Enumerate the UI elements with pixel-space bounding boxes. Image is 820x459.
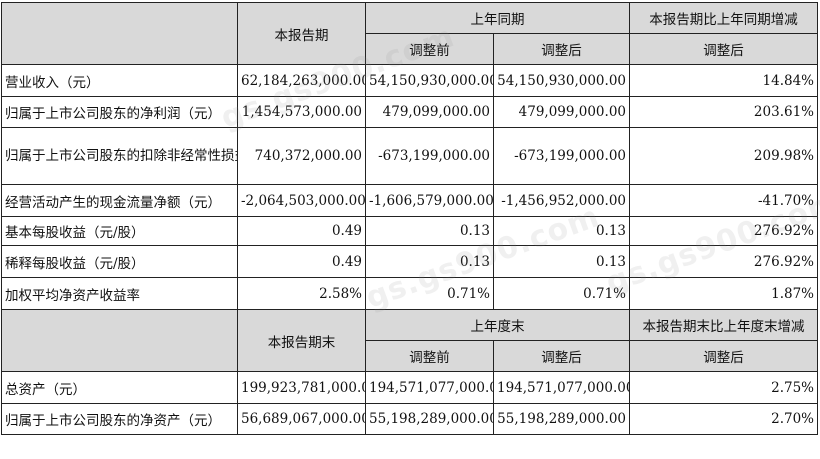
- header2-after-adjustment: 调整后: [493, 340, 630, 372]
- value-current: 2.58%: [237, 277, 366, 310]
- header-current-period: 本报告期: [237, 2, 366, 65]
- value-prior-before: 0.13: [365, 245, 494, 278]
- header-before-adjustment: 调整前: [365, 33, 494, 65]
- table-row: 稀释每股收益（元/股） 0.49 0.13 0.13 276.92%: [1, 245, 818, 278]
- row-label: 归属于上市公司股东的净利润（元）: [1, 96, 238, 128]
- value-prior-after: 55,198,289,000.00: [493, 403, 630, 435]
- value-current: 0.49: [237, 216, 366, 246]
- value-prior-after: 54,150,930,000.00: [493, 64, 630, 97]
- value-prior-after: -673,199,000.00: [493, 127, 630, 185]
- table-row: 总资产（元） 199,923,781,000.00 194,571,077,00…: [1, 371, 818, 404]
- table-row: 归属于上市公司股东的净资产（元） 56,689,067,000.00 55,19…: [1, 403, 818, 435]
- table-row: 经营活动产生的现金流量净额（元） -2,064,503,000.00 -1,60…: [1, 184, 818, 217]
- value-prior-before: 54,150,930,000.00: [365, 64, 494, 97]
- value-current: 62,184,263,000.00: [237, 64, 366, 97]
- table-row: 基本每股收益（元/股） 0.49 0.13 0.13 276.92%: [1, 216, 818, 246]
- value-change: 1.87%: [629, 277, 818, 310]
- value-prior-after: 479,099,000.00: [493, 96, 630, 128]
- row-label: 营业收入（元）: [1, 64, 238, 97]
- value-prior-before: 194,571,077,000.00: [365, 371, 494, 404]
- value-prior-before: 0.13: [365, 216, 494, 246]
- value-current: 1,454,573,000.00: [237, 96, 366, 128]
- value-change: 14.84%: [629, 64, 818, 97]
- value-current: 56,689,067,000.00: [237, 403, 366, 435]
- value-change: 276.92%: [629, 245, 818, 278]
- value-prior-after: 0.13: [493, 245, 630, 278]
- row-label: 稀释每股收益（元/股）: [1, 245, 238, 278]
- value-prior-after: 0.71%: [493, 277, 630, 310]
- value-current: 0.49: [237, 245, 366, 278]
- header-after-adjustment: 调整后: [493, 33, 630, 65]
- value-change: -41.70%: [629, 184, 818, 217]
- value-change: 2.70%: [629, 403, 818, 435]
- header2-blank-cell: [1, 309, 238, 372]
- header-current-period-end: 本报告期末: [237, 309, 366, 372]
- value-prior-before: -673,199,000.00: [365, 127, 494, 185]
- header-prior-period: 上年同期: [365, 2, 630, 34]
- header2-after-adjustment-change: 调整后: [629, 340, 818, 372]
- value-prior-before: 0.71%: [365, 277, 494, 310]
- value-current: -2,064,503,000.00: [237, 184, 366, 217]
- value-prior-before: 55,198,289,000.00: [365, 403, 494, 435]
- table-row: 加权平均净资产收益率 2.58% 0.71% 0.71% 1.87%: [1, 277, 818, 310]
- header-change-vs-prior: 本报告期比上年同期增减: [629, 2, 818, 34]
- value-change: 276.92%: [629, 216, 818, 246]
- row-label: 经营活动产生的现金流量净额（元）: [1, 184, 238, 217]
- header-blank-cell: [1, 2, 238, 65]
- value-prior-before: -1,606,579,000.00: [365, 184, 494, 217]
- value-change: 209.98%: [629, 127, 818, 185]
- row-label: 总资产（元）: [1, 371, 238, 404]
- header-prior-year-end: 上年度末: [365, 309, 630, 341]
- table-row: 营业收入（元） 62,184,263,000.00 54,150,930,000…: [1, 64, 818, 97]
- value-change: 203.61%: [629, 96, 818, 128]
- value-current: 199,923,781,000.00: [237, 371, 366, 404]
- value-prior-after: -1,456,952,000.00: [493, 184, 630, 217]
- value-prior-before: 479,099,000.00: [365, 96, 494, 128]
- header2-before-adjustment: 调整前: [365, 340, 494, 372]
- value-change: 2.75%: [629, 371, 818, 404]
- row-label: 加权平均净资产收益率: [1, 277, 238, 310]
- table-row: 归属于上市公司股东的扣除非经常性损益的净利润（元） 740,372,000.00…: [1, 127, 818, 185]
- row-label: 归属于上市公司股东的扣除非经常性损益的净利润（元）: [1, 127, 238, 185]
- financial-summary-table: 本报告期 上年同期 本报告期比上年同期增减 调整前 调整后 调整后 营业收入（元…: [1, 2, 818, 435]
- row-label: 归属于上市公司股东的净资产（元）: [1, 403, 238, 435]
- row-label: 基本每股收益（元/股）: [1, 216, 238, 246]
- value-prior-after: 194,571,077,000.00: [493, 371, 630, 404]
- table-row: 归属于上市公司股东的净利润（元） 1,454,573,000.00 479,09…: [1, 96, 818, 128]
- value-current: 740,372,000.00: [237, 127, 366, 185]
- value-prior-after: 0.13: [493, 216, 630, 246]
- header-change-vs-prior-year-end: 本报告期末比上年度末增减: [629, 309, 818, 341]
- header-after-adjustment-change: 调整后: [629, 33, 818, 65]
